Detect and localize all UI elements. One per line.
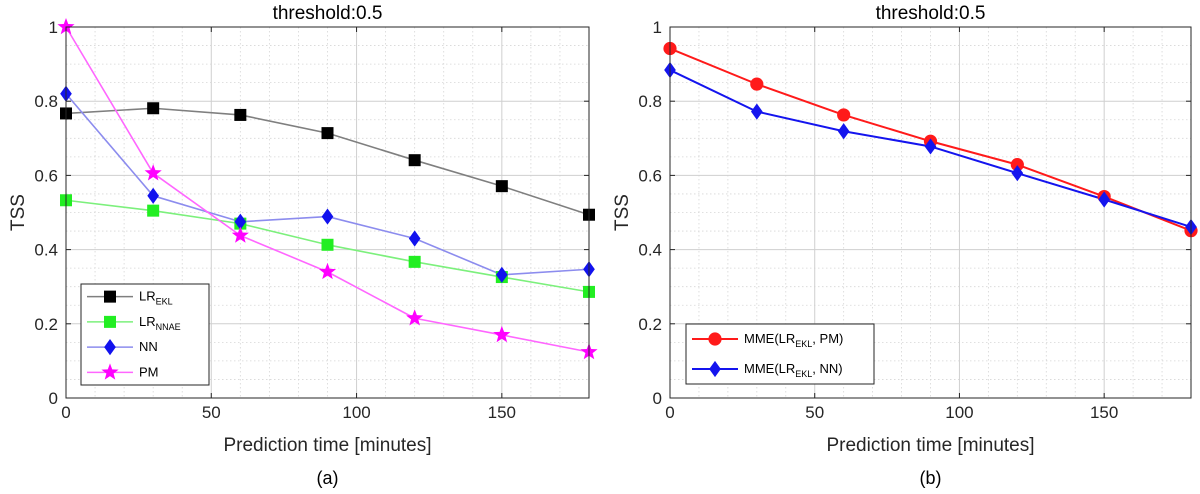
data-point-s3-5 [493, 325, 511, 343]
legend-label-name: PM [139, 364, 159, 379]
data-point-s1-5 [1098, 191, 1110, 208]
data-point-s1-3 [924, 138, 937, 155]
data-point-s3-2 [231, 226, 249, 243]
y-tick-label: 0.4 [638, 241, 662, 260]
y-tick-label: 1 [653, 18, 662, 37]
y-tick-label: 0.8 [638, 92, 662, 111]
legend-label-3: PM [139, 364, 159, 379]
legend-label-0: LREKL [139, 289, 173, 307]
data-point-s1-1 [751, 103, 763, 120]
chart-title: threshold:0.5 [273, 3, 383, 24]
legend-label-1: MME(LREKL, NN) [744, 361, 843, 379]
chart-title: threshold:0.5 [876, 3, 986, 24]
data-point-s0-3 [321, 127, 334, 140]
y-tick-label: 1 [49, 18, 58, 37]
data-point-s0-4 [1010, 158, 1024, 172]
legend-label-subscript: NNAE [156, 322, 181, 332]
data-point-s2-5 [496, 266, 508, 283]
legend: MME(LREKL, PM)MME(LREKL, NN) [685, 323, 875, 385]
data-point-s2-3 [321, 208, 334, 225]
y-axis-label: TSS [612, 194, 633, 231]
data-point-s1-4 [1011, 165, 1024, 182]
data-point-s2-2 [234, 213, 247, 230]
legend-marker-1 [104, 315, 116, 328]
data-point-s2-4 [408, 230, 421, 247]
legend-marker-0 [708, 332, 722, 346]
legend-label-0: MME(LREKL, PM) [744, 331, 843, 349]
data-point-s3-4 [406, 309, 424, 326]
y-axis-label: TSS [8, 194, 29, 231]
data-point-s3-0 [57, 18, 75, 35]
y-tick-label: 0.8 [34, 92, 58, 111]
legend-label-suffix: , PM) [812, 331, 843, 346]
legend-label-subscript: EKL [795, 339, 812, 349]
data-point-s0-2 [837, 108, 851, 122]
panel-label: (b) [920, 468, 942, 488]
legend-label-1: LRNNAE [139, 314, 181, 332]
data-point-s1-2 [837, 123, 850, 140]
data-point-s1-4 [408, 255, 421, 268]
x-axis-label: Prediction time [minutes] [826, 435, 1034, 456]
legend-label-name: LR [139, 314, 156, 329]
x-tick-label: 150 [1090, 403, 1118, 422]
y-tick-label: 0.2 [638, 315, 662, 334]
chart-panel-b: 0 50 100 150 0 0.2 0.4 0.6 0.8 1 threshold:0.5 Pred… [612, 3, 1198, 488]
y-tick-label: 0.4 [34, 241, 58, 260]
x-tick-label: 0 [665, 403, 674, 422]
legend-label-2: NN [139, 339, 158, 354]
x-axis-label: Prediction time [minutes] [223, 435, 431, 456]
y-tick-label: 0 [49, 389, 58, 408]
data-point-s1-1 [147, 204, 160, 217]
legend-label-name: LR [139, 289, 156, 304]
y-tick-label: 0 [653, 389, 662, 408]
data-point-s1-3 [321, 238, 334, 251]
x-tick-label: 50 [202, 403, 221, 422]
x-tick-label: 100 [945, 403, 973, 422]
panel-label: (a) [317, 468, 339, 488]
axes-box [65, 26, 590, 399]
data-point-s0-1 [147, 102, 160, 115]
chart-panel-a: 0 50 100 150 0 0.2 0.4 0.6 0.8 1 threshold:0.5 Pred… [8, 3, 598, 488]
y-tick-label: 0.6 [34, 166, 58, 185]
legend-label-name: MME(LR [744, 331, 795, 346]
data-point-s3-3 [318, 262, 337, 280]
legend-box [80, 283, 210, 386]
data-point-s2-1 [147, 187, 159, 204]
data-point-s0-1 [750, 77, 764, 91]
data-point-s0-4 [408, 154, 421, 167]
legend-label-subscript: EKL [795, 369, 812, 379]
y-tick-label: 0.6 [638, 166, 662, 185]
legend-marker-1 [709, 360, 721, 378]
x-tick-label: 50 [805, 403, 824, 422]
y-tick-label: 0.2 [34, 315, 58, 334]
x-tick-label: 100 [342, 403, 370, 422]
legend-marker-3 [101, 363, 119, 380]
data-point-s0-2 [234, 108, 247, 121]
legend-label-name: MME(LR [744, 361, 795, 376]
axes-box [669, 26, 1192, 399]
legend-label-suffix: , NN) [812, 361, 842, 376]
legend-label-subscript: EKL [156, 297, 173, 307]
data-point-s0-5 [495, 180, 508, 193]
x-tick-label: 150 [488, 403, 516, 422]
legend-marker-0 [104, 290, 116, 303]
legend-label-name: NN [139, 339, 158, 354]
data-point-s3-1 [144, 164, 162, 181]
legend-marker-2 [104, 339, 116, 356]
x-tick-label: 0 [61, 403, 70, 422]
